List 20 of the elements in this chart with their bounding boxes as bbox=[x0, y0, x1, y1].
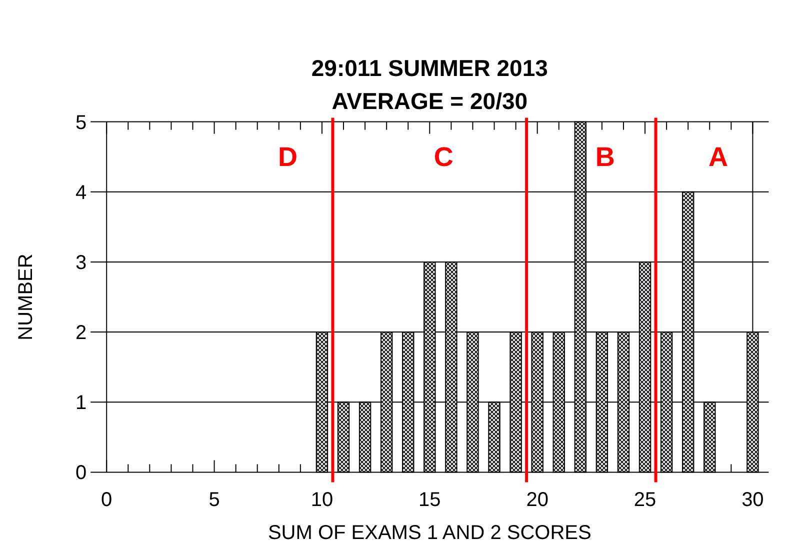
x-axis-title: SUM OF EXAMS 1 AND 2 SCORES bbox=[268, 522, 592, 544]
annotation: B bbox=[595, 142, 615, 172]
y-tick-label: 4 bbox=[75, 182, 87, 204]
y-axis-title: NUMBER bbox=[15, 254, 37, 340]
y-tick-label: 3 bbox=[75, 252, 87, 274]
annotation: C bbox=[434, 142, 454, 172]
y-tick-label: 2 bbox=[75, 322, 87, 344]
x-tick-label: 10 bbox=[310, 489, 334, 512]
y-tick-label: 1 bbox=[75, 392, 87, 414]
chart-title: 29:011 SUMMER 2013 AVERAGE = 20/30 bbox=[311, 55, 548, 114]
y-tick-label: 0 bbox=[75, 462, 87, 484]
annotation: D bbox=[278, 142, 298, 172]
x-tick-label: 30 bbox=[742, 489, 764, 512]
x-tick-label: 25 bbox=[634, 489, 656, 512]
y-tick-label: 5 bbox=[75, 112, 87, 134]
x-tick-label: 0 bbox=[101, 489, 112, 512]
annotation: A bbox=[708, 142, 728, 172]
x-tick-label: 5 bbox=[208, 489, 220, 512]
x-tick-label: 20 bbox=[526, 489, 548, 512]
x-tick-label: 15 bbox=[418, 489, 441, 512]
